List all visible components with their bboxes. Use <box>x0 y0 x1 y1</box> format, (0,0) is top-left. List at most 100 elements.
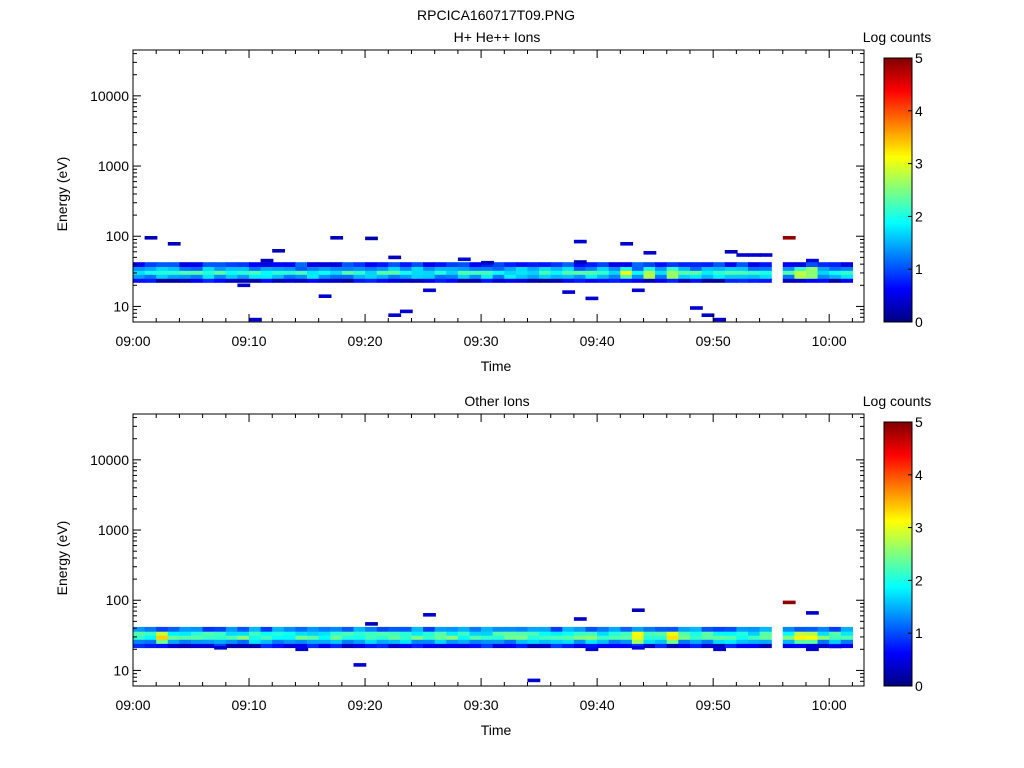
band-cell <box>341 262 355 267</box>
band-cell <box>573 643 587 649</box>
band-cell <box>655 270 668 275</box>
band-cell <box>527 262 540 267</box>
band-cell <box>690 266 703 271</box>
band-cell <box>156 266 169 271</box>
band-cell <box>353 639 366 644</box>
band-cell <box>469 278 482 283</box>
band-cell <box>782 278 795 283</box>
band-cell <box>411 278 424 283</box>
band-cell <box>341 643 355 649</box>
band-cell <box>411 635 424 640</box>
band-cell <box>550 639 563 644</box>
band-cell <box>690 639 703 644</box>
band-cell <box>423 266 436 271</box>
band-cell <box>817 270 830 275</box>
band-cell <box>643 266 656 271</box>
band-cell <box>423 274 436 279</box>
band-cell <box>666 626 679 632</box>
band-cell <box>133 626 146 632</box>
y-tick-label: 1000 <box>98 158 129 174</box>
band-cell <box>562 639 575 644</box>
band-cell <box>237 626 250 632</box>
band-cell <box>307 635 320 640</box>
band-cell <box>202 635 215 640</box>
band-cell <box>376 262 389 267</box>
band-cell <box>806 270 819 275</box>
band-cell <box>191 262 204 267</box>
band-cell <box>643 639 656 644</box>
band-cell <box>179 643 192 649</box>
band-cell <box>225 274 238 279</box>
band-cell <box>191 643 204 649</box>
colorbar-label: Log counts <box>863 393 932 409</box>
band-cell <box>423 270 436 275</box>
band-cell <box>376 270 389 275</box>
band-cell <box>167 626 180 632</box>
count-cell <box>481 260 494 265</box>
band-cell <box>527 635 540 640</box>
band-cell <box>225 643 238 649</box>
colorbar-ticks: 0 1 2 3 4 5 <box>908 50 923 330</box>
band-cell <box>318 274 331 279</box>
colorbar-tick-label: 1 <box>915 261 923 277</box>
band-cell <box>469 635 482 640</box>
band-cell <box>481 278 494 283</box>
band-cell <box>133 262 146 267</box>
band-cell <box>295 274 308 279</box>
band-cell <box>237 278 250 283</box>
band-cell <box>469 274 482 279</box>
band-cell <box>550 630 563 636</box>
band-cell <box>759 626 772 632</box>
band-cell <box>202 630 215 636</box>
band-cell <box>481 626 494 632</box>
band-cell <box>620 626 633 632</box>
band-cell <box>260 626 273 632</box>
colorbar-tick-label: 5 <box>915 414 923 430</box>
band-cell <box>365 266 378 271</box>
band-cell <box>353 262 366 267</box>
band-cell <box>446 278 459 283</box>
band-cell <box>539 639 552 644</box>
band-cell <box>608 630 621 636</box>
band-cell <box>446 262 459 267</box>
band-cell <box>353 635 366 640</box>
band-cell <box>631 635 645 640</box>
band-cell <box>423 643 436 649</box>
band-cell <box>423 278 436 283</box>
band-cell <box>376 630 389 636</box>
band-cell <box>840 630 853 636</box>
band-cell <box>376 643 389 649</box>
band-cell <box>237 635 250 640</box>
band-cell <box>701 278 714 283</box>
band-cell <box>295 626 308 632</box>
band-cell <box>365 639 378 644</box>
band-cell <box>434 262 447 267</box>
band-cell <box>446 643 459 649</box>
band-cell <box>713 635 726 640</box>
band-cell <box>376 266 389 271</box>
count-cell <box>631 608 645 612</box>
band-cell <box>307 630 320 636</box>
band-cell <box>550 266 563 271</box>
band-cell <box>179 266 192 271</box>
band-cell <box>759 639 772 644</box>
band-cell <box>504 270 517 275</box>
band-cell <box>133 630 146 636</box>
count-cell <box>330 236 344 240</box>
band-cell <box>678 626 691 632</box>
band-cell <box>620 278 633 283</box>
band-cell <box>562 262 575 267</box>
band-cell <box>794 278 807 283</box>
count-cell <box>249 317 262 322</box>
band-cell <box>481 639 494 644</box>
count-cell <box>167 242 181 246</box>
spectrogram-area <box>133 600 853 683</box>
count-cell <box>144 236 158 240</box>
panel-other-ions: Other Ions 09:00 09:10 09:20 09:30 09:40 09:5… <box>54 393 931 738</box>
count-cell <box>260 258 274 263</box>
plot-frame <box>132 49 865 323</box>
band-cell <box>411 274 424 279</box>
count-cell <box>620 242 634 246</box>
band-cell <box>666 630 679 636</box>
band-cell <box>585 278 598 283</box>
